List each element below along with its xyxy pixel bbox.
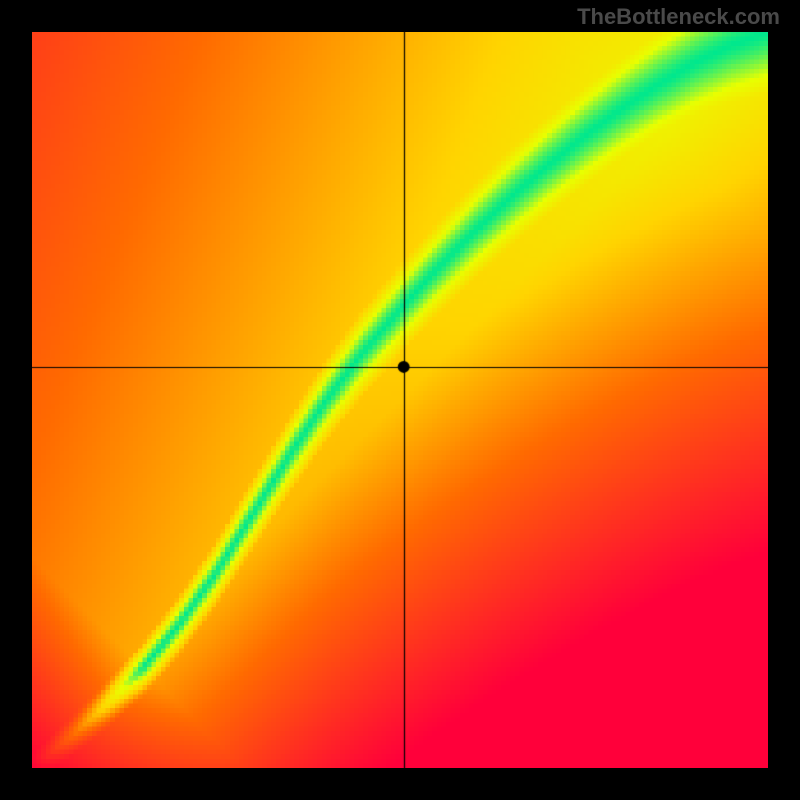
chart-container: TheBottleneck.com — [0, 0, 800, 800]
watermark: TheBottleneck.com — [577, 4, 780, 30]
overlay-canvas — [32, 32, 768, 768]
